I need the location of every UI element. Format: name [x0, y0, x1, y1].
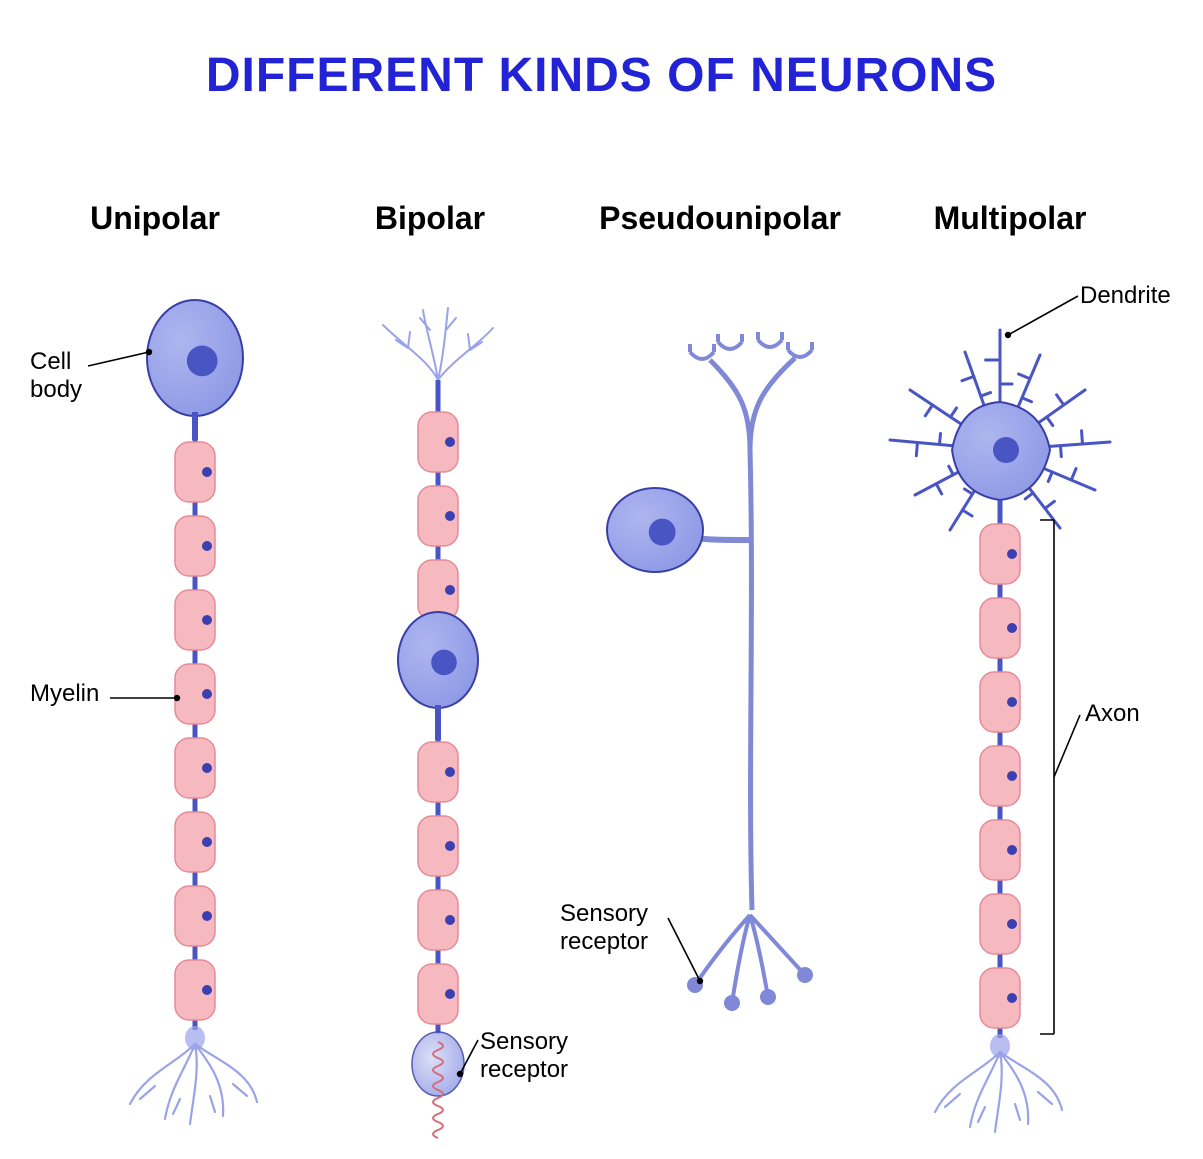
diagram-svg	[0, 0, 1203, 1159]
page: DIFFERENT KINDS OF NEURONS Unipolar Bipo…	[0, 0, 1203, 1159]
